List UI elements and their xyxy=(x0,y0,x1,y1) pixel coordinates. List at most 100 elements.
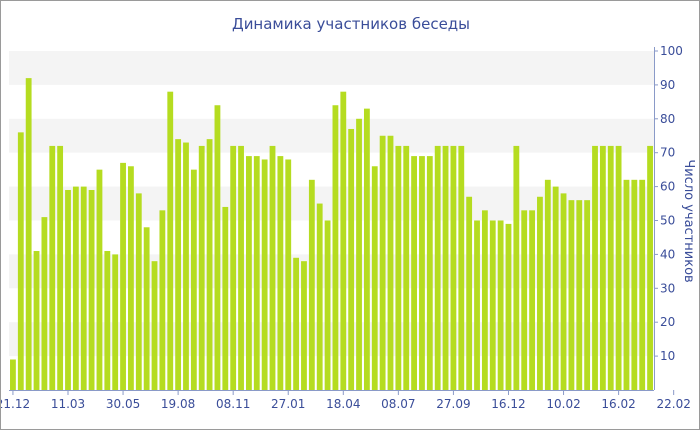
bar xyxy=(521,210,528,390)
bar xyxy=(537,196,543,390)
bar xyxy=(340,91,347,391)
x-tick-label: 19.08 xyxy=(161,397,195,411)
bar xyxy=(285,159,292,390)
bar xyxy=(293,257,300,390)
bar xyxy=(379,135,386,390)
bar xyxy=(88,189,95,390)
bar xyxy=(560,193,567,390)
bar xyxy=(25,78,32,391)
x-tick-label: 30.05 xyxy=(106,397,140,411)
bar xyxy=(623,179,630,390)
bar xyxy=(57,145,64,390)
bar xyxy=(474,220,480,390)
x-tick-label: 27.01 xyxy=(271,397,305,411)
bar xyxy=(261,159,268,390)
bar xyxy=(458,145,465,390)
bar xyxy=(198,145,205,390)
y-tick-label: 70 xyxy=(660,146,675,160)
x-axis: 21.12 11.03 30.05 19.08 08.11 27.01 18.04 08.07… xyxy=(1,390,691,411)
bar xyxy=(175,139,182,390)
bar xyxy=(72,186,79,390)
bar xyxy=(387,135,394,390)
bar xyxy=(151,261,158,390)
y-axis: 10 20 30 40 50 60 70 80 90 100 xyxy=(654,44,683,390)
bar xyxy=(419,156,425,390)
bar xyxy=(222,206,229,390)
bar xyxy=(112,254,119,390)
y-tick-label: 30 xyxy=(660,281,675,295)
bar xyxy=(489,220,496,390)
chart-title: Динамика участников беседы xyxy=(232,15,470,33)
bar xyxy=(80,186,87,390)
bar xyxy=(143,227,150,390)
bar xyxy=(434,145,441,390)
bar xyxy=(403,145,410,390)
bar xyxy=(332,105,339,391)
bar xyxy=(615,145,622,390)
bar xyxy=(183,142,189,390)
bar xyxy=(230,145,237,390)
bar xyxy=(41,217,48,390)
bar xyxy=(253,156,260,390)
y-tick-label: 90 xyxy=(660,78,675,92)
bar xyxy=(316,203,323,390)
bar xyxy=(96,169,103,390)
x-tick-label: 27.09 xyxy=(436,397,470,411)
bar xyxy=(135,193,142,390)
y-tick-label: 50 xyxy=(660,214,675,228)
bar xyxy=(65,189,71,390)
bar xyxy=(269,145,276,390)
bar xyxy=(607,145,614,390)
bar xyxy=(568,200,575,390)
bar xyxy=(348,128,355,390)
bar xyxy=(49,145,56,390)
bar xyxy=(584,200,591,390)
x-tick-label: 21.12 xyxy=(1,397,30,411)
bar xyxy=(529,210,535,390)
bar xyxy=(371,166,378,390)
x-tick-label: 16.02 xyxy=(601,397,635,411)
x-tick-label: 10.02 xyxy=(546,397,580,411)
bar xyxy=(466,196,473,390)
y-tick-label: 20 xyxy=(660,315,675,329)
bar xyxy=(206,139,213,390)
x-tick-label: 22.02 xyxy=(656,397,690,411)
bar xyxy=(497,220,504,390)
bar xyxy=(426,156,433,390)
bar xyxy=(544,179,551,390)
x-tick-label: 08.07 xyxy=(381,397,415,411)
bar xyxy=(17,132,24,391)
bar xyxy=(505,223,512,390)
bar xyxy=(647,145,653,390)
y-tick-label: 10 xyxy=(660,349,675,363)
bar xyxy=(599,145,606,390)
bar xyxy=(277,156,284,390)
bar xyxy=(246,156,252,390)
bar xyxy=(10,359,16,390)
bar xyxy=(308,179,315,390)
grid-band xyxy=(9,51,654,85)
x-tick-label: 08.11 xyxy=(216,397,250,411)
x-tick-label: 16.12 xyxy=(491,397,525,411)
bar xyxy=(552,186,559,390)
bar xyxy=(411,156,417,390)
y-tick-label: 100 xyxy=(660,44,683,58)
bar xyxy=(639,179,646,390)
bar xyxy=(128,166,134,390)
bar xyxy=(33,251,40,390)
y-tick-label: 80 xyxy=(660,112,675,126)
bar xyxy=(238,145,244,390)
y-tick-label: 40 xyxy=(660,247,675,261)
y-tick-label: 60 xyxy=(660,180,675,194)
bar xyxy=(159,210,166,390)
grid-band xyxy=(9,118,654,153)
bar xyxy=(363,108,370,390)
bar xyxy=(324,220,331,390)
bar xyxy=(190,169,197,390)
bar xyxy=(104,251,111,390)
bar xyxy=(301,261,307,390)
bar xyxy=(481,210,488,390)
bar xyxy=(592,145,598,390)
bar xyxy=(214,105,221,391)
